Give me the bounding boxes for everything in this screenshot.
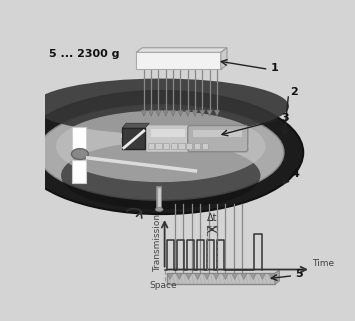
Bar xyxy=(186,143,192,149)
Polygon shape xyxy=(170,110,176,116)
Bar xyxy=(155,143,162,149)
Polygon shape xyxy=(269,273,275,280)
Ellipse shape xyxy=(18,91,303,214)
Polygon shape xyxy=(176,273,182,280)
Polygon shape xyxy=(192,110,198,116)
Polygon shape xyxy=(231,273,238,280)
Polygon shape xyxy=(250,273,256,280)
Bar xyxy=(121,147,248,149)
Polygon shape xyxy=(200,110,205,116)
Polygon shape xyxy=(141,110,147,116)
Bar xyxy=(171,143,177,149)
Text: 4: 4 xyxy=(292,169,300,179)
Polygon shape xyxy=(195,273,201,280)
Text: Transmission: Transmission xyxy=(153,214,162,273)
Text: 3: 3 xyxy=(282,113,289,123)
Ellipse shape xyxy=(155,208,163,212)
Ellipse shape xyxy=(61,142,261,210)
Text: 1: 1 xyxy=(271,63,279,73)
Polygon shape xyxy=(204,273,210,280)
Bar xyxy=(122,128,145,149)
Bar xyxy=(167,273,275,284)
Bar xyxy=(72,160,86,183)
Text: 2: 2 xyxy=(290,87,298,97)
Polygon shape xyxy=(156,110,161,116)
Polygon shape xyxy=(221,48,227,69)
Bar xyxy=(202,143,208,149)
Text: Δt: Δt xyxy=(207,213,217,223)
Bar xyxy=(121,143,248,147)
Ellipse shape xyxy=(38,105,284,200)
Ellipse shape xyxy=(33,79,289,134)
Bar xyxy=(193,130,242,137)
Polygon shape xyxy=(213,273,219,280)
Bar xyxy=(148,143,154,149)
Polygon shape xyxy=(241,273,247,280)
Text: 5 ... 2300 g: 5 ... 2300 g xyxy=(49,49,120,59)
FancyBboxPatch shape xyxy=(188,126,248,152)
Bar xyxy=(163,143,169,149)
Polygon shape xyxy=(185,110,190,116)
Text: 5: 5 xyxy=(295,269,302,279)
Polygon shape xyxy=(148,110,154,116)
Ellipse shape xyxy=(56,110,266,182)
Text: Space: Space xyxy=(149,281,177,290)
Bar xyxy=(179,143,185,149)
Text: Time: Time xyxy=(312,259,334,268)
Polygon shape xyxy=(185,273,192,280)
Polygon shape xyxy=(222,273,229,280)
Polygon shape xyxy=(122,123,149,128)
Polygon shape xyxy=(207,110,212,116)
Bar xyxy=(72,127,86,150)
FancyBboxPatch shape xyxy=(145,125,190,152)
Polygon shape xyxy=(214,110,220,116)
Polygon shape xyxy=(167,273,173,280)
Polygon shape xyxy=(275,270,279,284)
Polygon shape xyxy=(163,110,169,116)
Ellipse shape xyxy=(71,149,88,160)
Polygon shape xyxy=(136,48,227,52)
Polygon shape xyxy=(178,110,183,116)
Bar xyxy=(121,134,248,138)
Polygon shape xyxy=(259,273,266,280)
Bar xyxy=(194,143,200,149)
Bar xyxy=(151,129,185,137)
Bar xyxy=(136,52,221,69)
